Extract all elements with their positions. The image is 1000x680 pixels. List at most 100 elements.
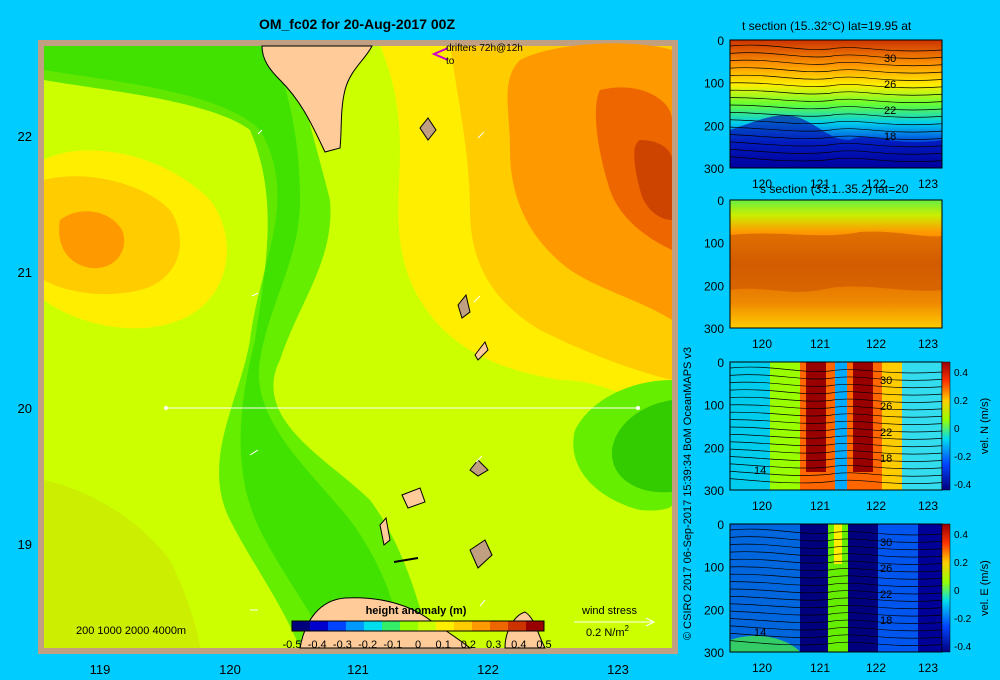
- contour-label: 30: [880, 537, 892, 549]
- velocity-colorbar-tick: -0.2: [954, 614, 972, 625]
- colorbar-swatch: [364, 621, 383, 631]
- depth-legend: 200 1000 2000 4000m: [76, 625, 186, 637]
- temperature-contours: 30 26 22 18: [729, 44, 943, 162]
- colorbar-swatch: [346, 621, 365, 631]
- colorbar-swatch: [382, 621, 401, 631]
- velocity-colorbar-tick: 0.4: [954, 368, 968, 379]
- section-y-tick: 300: [704, 322, 724, 336]
- section-y-tick: 0: [717, 34, 724, 48]
- map-x-tick: 122: [477, 662, 499, 677]
- velocity-colorbar-tick: 0.4: [954, 530, 968, 541]
- section-x-tick: 121: [810, 661, 830, 675]
- map-y-tick: 19: [18, 537, 32, 552]
- vel-east-label: vel. E (m/s): [979, 560, 991, 616]
- section-x-tick: 123: [918, 177, 938, 191]
- vel-east-colorbar: [941, 523, 951, 653]
- contour-label: 26: [880, 401, 892, 413]
- velocity-colorbar-tick: 0: [954, 586, 960, 597]
- section-x-tick: 123: [918, 499, 938, 513]
- panel2-title: s section (33.1..35.2) lat=20: [760, 182, 909, 196]
- map-y-tick: 21: [18, 265, 32, 280]
- panel1-title: t section (15..32°C) lat=19.95 at: [742, 19, 912, 33]
- contour-label: 22: [884, 105, 896, 117]
- contour-label: 22: [880, 427, 892, 439]
- salinity-section-panel: [729, 199, 943, 329]
- section-x-tick: 121: [810, 337, 830, 351]
- colorbar-tick: -0.5: [283, 639, 302, 651]
- contour-label: 26: [880, 563, 892, 575]
- section-y-tick: 200: [704, 603, 724, 617]
- section-y-tick: 0: [717, 518, 724, 532]
- contour-label: 22: [880, 589, 892, 601]
- velocity-colorbar-tick: -0.4: [954, 480, 972, 491]
- colorbar-tick: 0.4: [511, 639, 526, 651]
- vel-north-panel: 30 26 22 18 14: [729, 361, 943, 491]
- contour-label: 18: [880, 615, 892, 627]
- drifter-legend-arrow-icon: [431, 47, 449, 61]
- section-x-tick: 120: [752, 177, 772, 191]
- section-x-tick: 123: [918, 337, 938, 351]
- colorbar-tick: 0.1: [436, 639, 451, 651]
- vel-east-panel: 30 26 22 18 14: [729, 523, 943, 653]
- drifter-legend-line2: to: [446, 56, 455, 67]
- section-x-tick: 122: [866, 177, 886, 191]
- contour-label: 30: [880, 375, 892, 387]
- contour-label: 18: [880, 453, 892, 465]
- colorbar-title: height anomaly (m): [366, 605, 467, 617]
- velocity-colorbar-ticks: 0.4 0.2 0 -0.2 -0.4 0.4 0.2 0 -0.2 -0.4: [954, 368, 972, 653]
- height-colorbar-ticks: -0.5 -0.4 -0.3 -0.2 -0.1 0 0.1 0.2 0.3 0.4 0.5: [283, 639, 552, 651]
- colorbar-tick: 0.5: [536, 639, 551, 651]
- colorbar-swatch: [292, 621, 311, 631]
- section-y-tick: 300: [704, 162, 724, 176]
- land-masses: [261, 45, 546, 649]
- map-x-tick: 119: [90, 662, 111, 677]
- section-x-tick: 120: [752, 337, 772, 351]
- velocity-colorbar-tick: 0.2: [954, 396, 968, 407]
- section-y-tick: 200: [704, 119, 724, 133]
- colorbar-swatch: [400, 621, 419, 631]
- section-y-tick: 200: [704, 279, 724, 293]
- map-y-tick: 20: [18, 401, 32, 416]
- contour-label: 14: [754, 627, 766, 639]
- section-x-tick: 122: [866, 337, 886, 351]
- map-x-tick: 120: [219, 662, 241, 677]
- taiwan-landmass: [261, 45, 373, 153]
- vel-north-colorbar: [941, 361, 951, 491]
- colorbar-tick: -0.3: [333, 639, 352, 651]
- colorbar-swatch: [472, 621, 491, 631]
- section-y-tick: 0: [717, 194, 724, 208]
- section-line-end: [636, 406, 640, 410]
- map-y-tick: 22: [18, 129, 32, 144]
- section-line-start: [164, 406, 168, 410]
- colorbar-tick: 0.2: [461, 639, 476, 651]
- colorbar-swatch: [418, 621, 437, 631]
- section-x-tick: 120: [752, 499, 772, 513]
- contour-label: 14: [754, 465, 766, 477]
- map-panel: drifters 72h@12h to 119 120 121 122 123 …: [18, 40, 678, 677]
- colorbar-tick: 0.3: [486, 639, 501, 651]
- contour-label: 26: [884, 79, 896, 91]
- section-y-tick: 100: [704, 77, 724, 91]
- vel-north-label: vel. N (m/s): [979, 398, 991, 454]
- section-y-tick: 200: [704, 441, 724, 455]
- section-y-tick: 100: [704, 399, 724, 413]
- colorbar-tick: -0.1: [383, 639, 402, 651]
- section-x-tick: 123: [918, 661, 938, 675]
- map-x-tick: 121: [347, 662, 369, 677]
- velocity-colorbar-tick: 0: [954, 424, 960, 435]
- height-colorbar: [291, 620, 545, 632]
- colorbar-swatch: [454, 621, 473, 631]
- colorbar-swatch: [526, 621, 545, 631]
- contour-label: 18: [884, 131, 896, 143]
- drifter-legend-line1: drifters 72h@12h: [446, 43, 523, 54]
- section-y-tick: 0: [717, 356, 724, 370]
- colorbar-tick: 0: [415, 639, 421, 651]
- colorbar-tick: -0.2: [358, 639, 377, 651]
- colorbar-swatch: [490, 621, 509, 631]
- colorbar-swatch: [508, 621, 527, 631]
- colorbar-tick: -0.4: [308, 639, 327, 651]
- vel-north-contours: 30 26 22 18 14: [729, 366, 943, 484]
- colorbar-swatch: [436, 621, 455, 631]
